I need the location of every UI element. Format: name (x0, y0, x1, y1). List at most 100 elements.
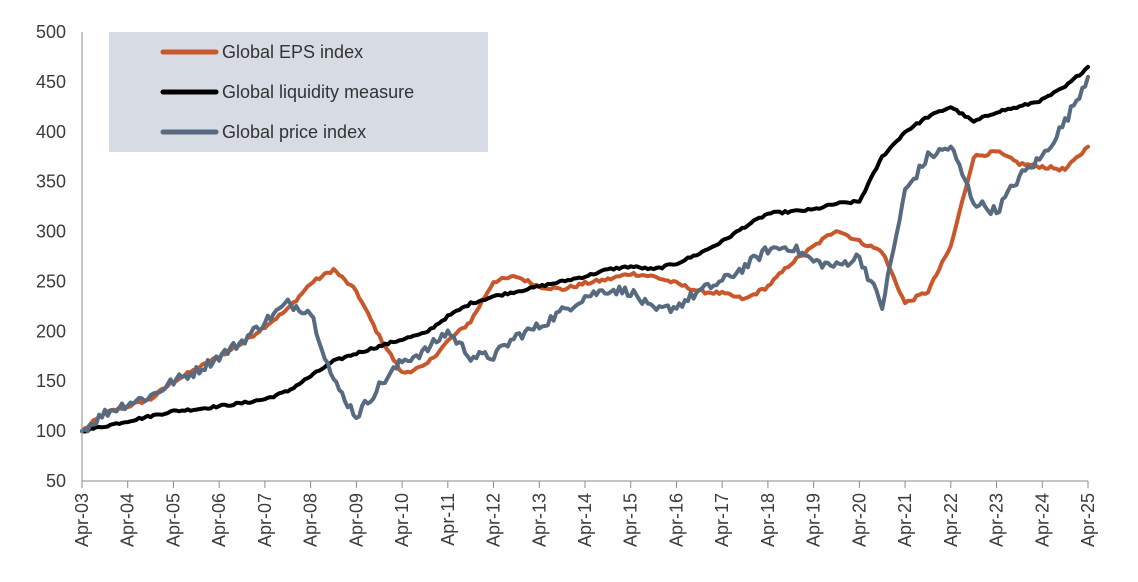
data-point (1017, 175, 1021, 179)
data-point (583, 294, 587, 298)
data-point (1063, 85, 1067, 89)
data-point (697, 252, 701, 256)
x-tick-label: Apr-17 (712, 493, 732, 547)
data-point (835, 228, 839, 232)
data-point (926, 155, 930, 159)
y-tick-label: 200 (36, 321, 66, 341)
data-point (606, 287, 610, 291)
x-tick-label: Apr-05 (163, 493, 183, 547)
y-tick-label: 150 (36, 371, 66, 391)
series-line-2 (80, 64, 1090, 434)
y-tick-label: 50 (46, 471, 66, 491)
y-tick-label: 300 (36, 222, 66, 242)
data-point (217, 404, 221, 408)
x-tick-label: Apr-15 (621, 493, 641, 547)
data-point (332, 359, 336, 363)
x-tick-label: Apr-21 (895, 493, 915, 547)
x-tick-label: Apr-23 (987, 493, 1007, 547)
data-point (423, 349, 427, 353)
x-tick-label: Apr-20 (849, 493, 869, 547)
data-point (995, 110, 999, 114)
x-tick-label: Apr-22 (941, 493, 961, 547)
data-point (880, 250, 884, 254)
data-point (492, 279, 496, 283)
data-point (835, 264, 839, 268)
data-point (446, 339, 450, 343)
data-point (1086, 75, 1090, 79)
data-point (103, 424, 107, 428)
x-tick-label: Apr-11 (438, 493, 458, 546)
y-tick-label: 500 (36, 22, 66, 42)
data-point (469, 301, 473, 305)
data-point (697, 289, 701, 293)
data-point (995, 210, 999, 214)
data-point (880, 155, 884, 159)
data-point (377, 344, 381, 348)
data-point (286, 307, 290, 311)
data-point (514, 334, 518, 338)
data-point (674, 304, 678, 308)
data-point (972, 200, 976, 204)
data-point (857, 240, 861, 244)
data-point (514, 274, 518, 278)
data-point (514, 289, 518, 293)
data-point (492, 294, 496, 298)
data-point (263, 397, 267, 401)
data-point (171, 379, 175, 383)
x-tick-label: Apr-10 (392, 493, 412, 547)
y-tick-label: 350 (36, 172, 66, 192)
data-point (423, 364, 427, 368)
data-point (1017, 105, 1021, 109)
series-line-3 (80, 74, 1090, 434)
data-point (926, 115, 930, 119)
x-tick-label: Apr-03 (72, 493, 92, 547)
y-tick-label: 100 (36, 421, 66, 441)
data-point (537, 284, 541, 288)
data-point (766, 284, 770, 288)
data-point (332, 267, 336, 271)
data-point (789, 261, 793, 265)
data-point (674, 281, 678, 285)
data-point (446, 329, 450, 333)
data-point (1086, 65, 1090, 69)
data-point (560, 309, 564, 313)
data-point (903, 190, 907, 194)
data-point (1040, 165, 1044, 169)
data-point (720, 240, 724, 244)
x-tick-label: Apr-07 (255, 493, 275, 547)
legend-label: Global liquidity measure (222, 82, 414, 102)
data-point (766, 248, 770, 252)
data-point (149, 394, 153, 398)
data-point (1063, 168, 1067, 172)
x-tick-label: Apr-24 (1032, 493, 1052, 547)
data-point (354, 414, 358, 418)
legend-label: Global price index (222, 122, 366, 142)
data-point (469, 319, 473, 323)
y-tick-label: 450 (36, 72, 66, 92)
data-point (377, 334, 381, 338)
x-tick-label: Apr-14 (575, 493, 595, 547)
data-point (240, 339, 244, 343)
data-point (857, 200, 861, 204)
data-point (995, 150, 999, 154)
data-point (309, 281, 313, 285)
data-point (560, 287, 564, 291)
x-tick-label: Apr-12 (484, 493, 504, 547)
data-point (423, 331, 427, 335)
data-point (332, 379, 336, 383)
data-point (126, 401, 130, 405)
data-point (1017, 162, 1021, 166)
data-point (492, 354, 496, 358)
data-point (583, 281, 587, 285)
data-point (240, 401, 244, 405)
x-tick-label: Apr-04 (118, 493, 138, 547)
data-point (400, 337, 404, 341)
data-point (789, 210, 793, 214)
data-point (1086, 145, 1090, 149)
data-point (743, 225, 747, 229)
data-point (629, 271, 633, 275)
data-point (949, 105, 953, 109)
data-point (194, 407, 198, 411)
legend: Global EPS index Global liquidity measure… (109, 32, 488, 152)
data-point (720, 291, 724, 295)
